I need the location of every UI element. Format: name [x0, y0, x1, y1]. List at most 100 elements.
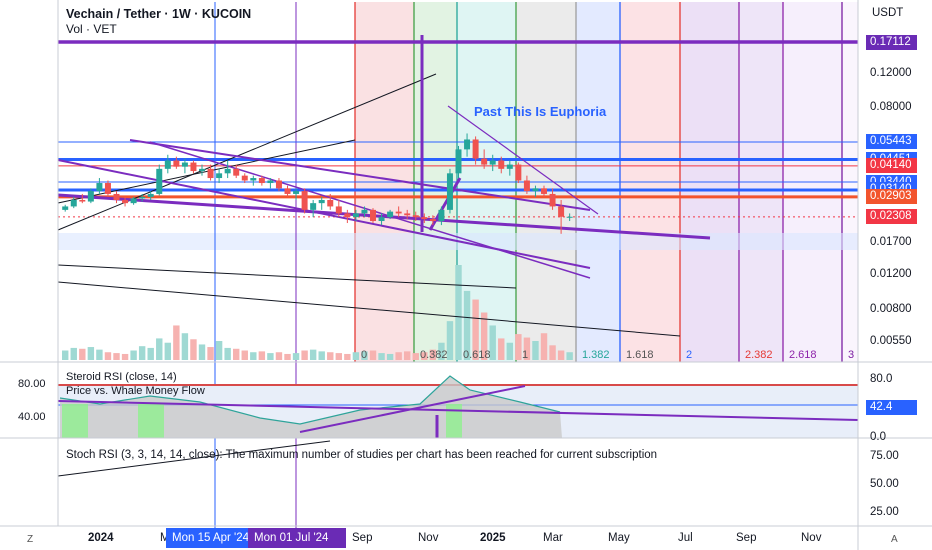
fib-label: 3	[848, 349, 855, 361]
volume-bar	[198, 344, 206, 360]
stoch-trend-line	[57, 440, 331, 477]
volume-bar	[309, 349, 317, 360]
volume-bar	[446, 321, 454, 360]
volume-bar	[87, 347, 95, 360]
price-tag: 0.02903	[866, 189, 917, 205]
volume-bar	[540, 333, 548, 360]
candle-body	[113, 193, 120, 200]
trend-line	[57, 73, 437, 231]
volume-bar	[335, 353, 343, 360]
candle-body	[352, 213, 359, 218]
volume-bar	[463, 290, 471, 360]
candle-body	[395, 211, 402, 214]
volume-bar	[395, 352, 402, 360]
volume-bar	[130, 350, 137, 360]
candle-body	[147, 193, 154, 197]
volume-bar	[292, 353, 300, 360]
rsi-left-label-80: 80.00	[18, 378, 46, 390]
volume-bar	[250, 352, 257, 360]
volume-bar	[138, 346, 146, 360]
volume-bar	[207, 347, 214, 360]
trend-line	[57, 139, 356, 204]
volume-bar	[190, 339, 197, 360]
rsi-right-label-0: 0.0	[870, 431, 886, 443]
zoom-reset-icon[interactable]: Z	[27, 534, 34, 545]
volume-bar	[412, 353, 419, 360]
volume-bar	[181, 333, 189, 360]
volume-bar	[429, 349, 437, 360]
time-axis-label: Sep	[736, 532, 757, 544]
volume-bar	[70, 347, 77, 360]
fib-label: 0	[361, 349, 368, 361]
candle-body	[412, 215, 419, 218]
stoch-right-label-75: 75.00	[870, 450, 899, 462]
currency-label[interactable]: USDT	[872, 7, 904, 19]
rsi-title[interactable]: Steroid RSI (close, 14)	[66, 371, 177, 383]
time-axis-label: Sep	[352, 532, 373, 544]
volume-bar	[104, 352, 112, 360]
volume-layer	[62, 265, 573, 360]
volume-bar	[455, 265, 462, 360]
candle-body	[275, 180, 282, 189]
time-axis-label: Nov	[418, 532, 439, 544]
volume-bar	[498, 338, 505, 360]
volume-bar	[79, 348, 86, 360]
candle-body	[216, 173, 223, 179]
candle-body	[130, 198, 137, 204]
volume-bar	[96, 349, 103, 360]
candle-body	[506, 164, 513, 169]
candle-body	[370, 209, 376, 222]
fib-label: 2.382	[745, 349, 773, 361]
price-tag: 0.17112	[866, 34, 917, 50]
candle-body	[558, 206, 565, 217]
candle-body	[387, 211, 394, 218]
candle-body	[79, 199, 86, 202]
stoch-rsi-message: Stoch RSI (3, 3, 14, 14, close): The max…	[66, 449, 658, 461]
candle-body	[532, 188, 539, 192]
candle-body	[481, 158, 488, 165]
price-axis-label: 0.01700	[870, 236, 912, 248]
volume-bar	[506, 342, 514, 360]
rsi-right-label-80: 80.0	[870, 373, 893, 385]
volume-bar	[164, 342, 172, 360]
whale-flow-title[interactable]: Price vs. Whale Money Flow	[66, 385, 205, 397]
volume-bar	[241, 350, 248, 360]
candle-body	[455, 149, 462, 174]
candle-body	[181, 162, 188, 167]
stoch-right-label-50: 50.00	[870, 478, 899, 490]
candle-body	[498, 160, 505, 169]
trend-line	[129, 139, 591, 211]
fib-label: 2.618	[789, 349, 817, 361]
time-axis-label: M	[160, 532, 170, 544]
candle-body	[284, 188, 291, 194]
volume-bar	[480, 312, 488, 360]
candle-body	[404, 213, 411, 216]
annotation-euphoria[interactable]: Past This Is Euphoria	[474, 104, 607, 119]
candle-body	[361, 209, 368, 214]
candle-body	[515, 164, 522, 181]
candle-body	[241, 175, 248, 181]
fib-label: 0.382	[420, 349, 448, 361]
volume-bar	[472, 299, 479, 360]
candle-body	[318, 199, 325, 204]
volume-bar	[62, 350, 69, 360]
candle-body	[96, 183, 103, 192]
volume-bar	[489, 325, 496, 360]
volume-bar	[532, 341, 539, 360]
fib-label: 2	[686, 349, 693, 361]
auto-scale-icon[interactable]: A	[891, 534, 898, 545]
rsi-layer	[57, 375, 859, 477]
volume-bar	[378, 353, 385, 360]
volume-bar	[318, 351, 325, 360]
candle-body	[250, 178, 257, 181]
candle-body	[87, 191, 94, 202]
candle-body	[549, 193, 556, 207]
trend-line	[149, 141, 591, 279]
volume-bar	[156, 338, 163, 360]
volume-bar	[284, 353, 291, 360]
candle-body	[293, 191, 300, 194]
time-axis-label: May	[608, 532, 630, 544]
whale-highlight	[138, 404, 164, 438]
